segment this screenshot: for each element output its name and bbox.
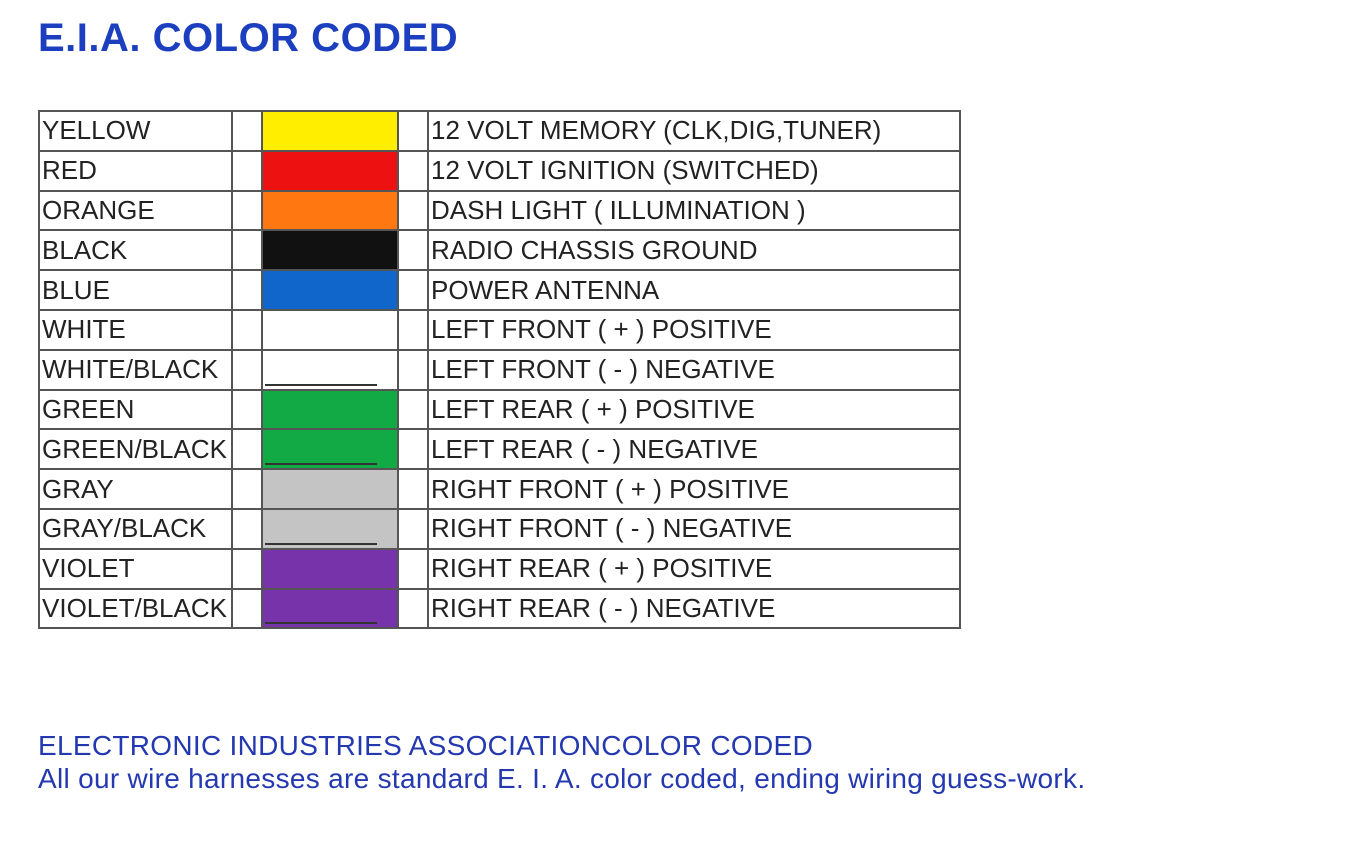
wire-name: GRAY	[38, 468, 233, 510]
spacer-cell	[231, 149, 263, 192]
spacer-cell	[231, 189, 263, 232]
color-swatch	[261, 468, 399, 510]
wire-function: LEFT REAR ( - ) NEGATIVE	[427, 428, 961, 471]
wire-name: YELLOW	[38, 110, 233, 152]
table-row: WHITE/BLACK LEFT FRONT ( - ) NEGATIVE	[38, 348, 961, 391]
table-row: ORANGE DASH LIGHT ( ILLUMINATION )	[38, 189, 961, 232]
spacer-cell	[231, 428, 263, 471]
spacer-cell	[231, 587, 263, 630]
title: E.I.A. COLOR CODED	[38, 16, 459, 60]
spacer-cell	[397, 189, 429, 232]
wire-name: ORANGE	[38, 189, 233, 232]
color-swatch	[261, 507, 399, 550]
spacer-cell	[397, 348, 429, 391]
wire-function: RIGHT REAR ( - ) NEGATIVE	[427, 587, 961, 630]
spacer-cell	[397, 587, 429, 630]
table-row: GREEN LEFT REAR ( + ) POSITIVE	[38, 388, 961, 431]
spacer-cell	[397, 269, 429, 311]
spacer-cell	[397, 229, 429, 272]
table-row: GREEN/BLACK LEFT REAR ( - ) NEGATIVE	[38, 428, 961, 471]
wire-name: VIOLET	[38, 547, 233, 590]
wire-name: BLACK	[38, 229, 233, 272]
color-swatch	[261, 388, 399, 431]
color-swatch	[261, 189, 399, 232]
wire-name: WHITE/BLACK	[38, 348, 233, 391]
spacer-cell	[397, 547, 429, 590]
black-stripe	[265, 622, 377, 625]
black-stripe	[265, 542, 377, 545]
table-row: RED 12 VOLT IGNITION (SWITCHED)	[38, 149, 961, 192]
wire-function: LEFT REAR ( + ) POSITIVE	[427, 388, 961, 431]
footer-text: All our wire harnesses are standard E. I…	[38, 763, 1086, 794]
wire-name: VIOLET/BLACK	[38, 587, 233, 630]
color-swatch	[261, 308, 399, 351]
color-swatch	[261, 229, 399, 272]
wire-function: RADIO CHASSIS GROUND	[427, 229, 961, 272]
spacer-cell	[397, 308, 429, 351]
wire-name: RED	[38, 149, 233, 192]
table-row: GRAY/BLACK RIGHT FRONT ( - ) NEGATIVE	[38, 507, 961, 550]
black-stripe	[265, 383, 377, 386]
table-row: BLACK RADIO CHASSIS GROUND	[38, 229, 961, 272]
spacer-cell	[231, 229, 263, 272]
spacer-cell	[231, 507, 263, 550]
wire-function: RIGHT REAR ( + ) POSITIVE	[427, 547, 961, 590]
spacer-cell	[397, 507, 429, 550]
spacer-cell	[397, 388, 429, 431]
color-swatch	[261, 428, 399, 471]
wire-function: 12 VOLT MEMORY (CLK,DIG,TUNER)	[427, 110, 961, 152]
table-row: VIOLET/BLACK RIGHT REAR ( - ) NEGATIVE	[38, 587, 961, 630]
table-body: YELLOW 12 VOLT MEMORY (CLK,DIG,TUNER) RED 1…	[38, 110, 961, 630]
black-stripe	[265, 463, 377, 466]
wire-function: RIGHT FRONT ( - ) NEGATIVE	[427, 507, 961, 550]
spacer-cell	[231, 269, 263, 311]
wire-function: RIGHT FRONT ( + ) POSITIVE	[427, 468, 961, 510]
spacer-cell	[231, 348, 263, 391]
table-row: YELLOW 12 VOLT MEMORY (CLK,DIG,TUNER)	[38, 110, 961, 152]
wire-name: WHITE	[38, 308, 233, 351]
spacer-cell	[231, 110, 263, 152]
footer-heading: ELECTRONIC INDUSTRIES ASSOCIATIONCOLOR C…	[38, 730, 814, 761]
color-table: YELLOW 12 VOLT MEMORY (CLK,DIG,TUNER) RED 1…	[38, 110, 961, 630]
spacer-cell	[231, 547, 263, 590]
spacer-cell	[397, 149, 429, 192]
table-row: VIOLET RIGHT REAR ( + ) POSITIVE	[38, 547, 961, 590]
wire-function: LEFT FRONT ( + ) POSITIVE	[427, 308, 961, 351]
color-swatch	[261, 269, 399, 311]
table-row: GRAY RIGHT FRONT ( + ) POSITIVE	[38, 468, 961, 510]
color-swatch	[261, 547, 399, 590]
table-row: WHITE LEFT FRONT ( + ) POSITIVE	[38, 308, 961, 351]
wire-function: LEFT FRONT ( - ) NEGATIVE	[427, 348, 961, 391]
wire-function: 12 VOLT IGNITION (SWITCHED)	[427, 149, 961, 192]
table-row: BLUE POWER ANTENNA	[38, 269, 961, 311]
spacer-cell	[397, 110, 429, 152]
wire-name: BLUE	[38, 269, 233, 311]
wire-name: GRAY/BLACK	[38, 507, 233, 550]
spacer-cell	[397, 468, 429, 510]
spacer-cell	[397, 428, 429, 471]
spacer-cell	[231, 308, 263, 351]
color-swatch	[261, 110, 399, 152]
color-swatch	[261, 587, 399, 630]
spacer-cell	[231, 388, 263, 431]
spacer-cell	[231, 468, 263, 510]
wire-name: GREEN/BLACK	[38, 428, 233, 471]
color-swatch	[261, 348, 399, 391]
wire-name: GREEN	[38, 388, 233, 431]
color-swatch	[261, 149, 399, 192]
wire-function: POWER ANTENNA	[427, 269, 961, 311]
wire-function: DASH LIGHT ( ILLUMINATION )	[427, 189, 961, 232]
